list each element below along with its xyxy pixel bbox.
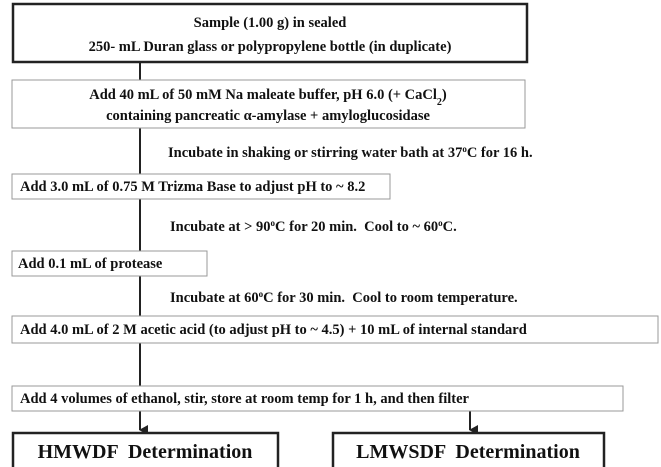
text: HMWDF Determination [38,441,253,463]
text: Incubate at > 90 [170,219,271,235]
box-text: Add 4 volumes of ethanol, stir, store at… [20,391,470,407]
box-text: Add 0.1 mL of protease [18,256,163,272]
text: Add 4 volumes of ethanol, stir, store at… [20,391,470,407]
box [11,315,659,344]
box [11,250,208,277]
superscript: o [462,144,467,154]
text: 250- mL Duran glass or polypropylene bot… [89,39,452,55]
superscript: o [438,218,443,228]
box-text: containing pancreatic α-amylase + amylog… [106,108,430,124]
subscript: 2 [437,97,442,108]
box-text: LMWSDF Determination [356,441,580,463]
text: C. [443,219,457,235]
box-text: Add 40 mL of 50 mM Na maleate buffer, pH… [89,87,447,108]
superscript: o [271,218,276,228]
text: Sample (1.00 g) in sealed [194,15,347,31]
step-text: Incubate in shaking or stirring water ba… [168,144,533,161]
box [331,431,606,467]
text: containing pancreatic α-amylase + amylog… [106,108,430,124]
text: Add 3.0 mL of 0.75 M Trizma Base to adju… [20,179,365,195]
superscript: o [259,289,264,299]
text: ) [442,87,447,103]
text: Add 40 mL of 50 mM Na maleate buffer, pH… [89,87,437,103]
box-text: Sample (1.00 g) in sealed [194,15,347,31]
text: C for 30 min. Cool to room temperature. [263,290,518,306]
step-text: Incubate at > 90oC for 20 min. Cool to ~… [170,218,457,235]
box [11,79,526,129]
box-text: Add 4.0 mL of 2 M acetic acid (to adjust… [20,322,527,338]
box-text: 250- mL Duran glass or polypropylene bot… [89,39,452,55]
text: Add 4.0 mL of 2 M acetic acid (to adjust… [20,322,527,338]
box-text: HMWDF Determination [38,441,253,463]
box [11,431,280,467]
box [11,385,624,412]
text: LMWSDF Determination [356,441,580,463]
box [11,173,391,200]
text: Incubate in shaking or stirring water ba… [168,145,462,161]
box [11,2,529,64]
text: Add 0.1 mL of protease [18,256,163,272]
text: Incubate at 60 [170,290,259,306]
step-text: Incubate at 60oC for 30 min. Cool to roo… [170,289,518,306]
text: C for 16 h. [467,145,533,161]
text: C for 20 min. Cool to ~ 60 [275,219,438,235]
box-text: Add 3.0 mL of 0.75 M Trizma Base to adju… [20,179,365,195]
